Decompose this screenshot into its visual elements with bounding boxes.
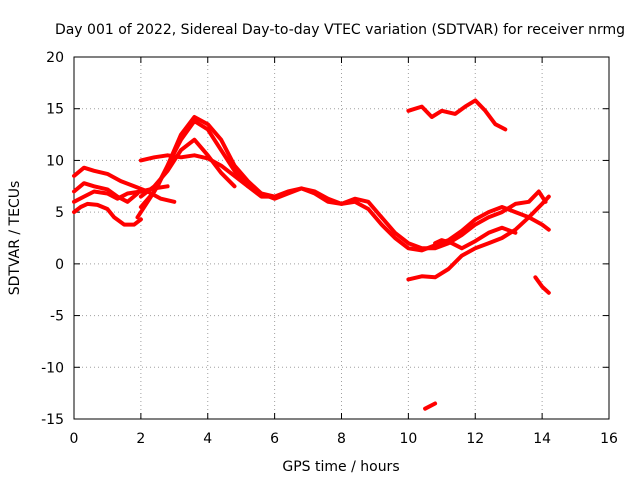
x-tick-label: 6 [270,431,279,447]
x-tick-label: 16 [600,431,618,447]
series-track-9 [406,194,551,282]
chart-title: Day 001 of 2022, Sidereal Day-to-day VTE… [55,22,625,38]
series-track-2 [72,201,143,227]
series-track-12 [533,275,551,295]
grid [74,57,609,419]
y-tick-label: -15 [41,412,64,428]
y-tick-label: 10 [46,153,64,169]
y-tick-label: -10 [41,360,64,376]
y-tick-label: 0 [55,257,64,273]
x-tick-label: 0 [70,431,79,447]
y-tick-label: 20 [46,50,64,66]
x-tick-label: 10 [399,431,417,447]
series-track-5 [135,119,551,253]
x-axis-title: GPS time / hours [282,459,399,475]
series-track-10 [433,225,518,251]
y-tick-label: 5 [55,205,64,221]
x-tick-label: 8 [337,431,346,447]
x-axis-tick-labels: 0 2 4 6 8 10 12 14 16 [70,431,618,447]
x-tick-label: 4 [203,431,212,447]
y-axis-tick-labels: 20 15 10 5 0 -5 -10 -15 [41,50,64,428]
series-track-3 [72,165,177,204]
series-track-13 [423,401,438,411]
series [72,98,551,411]
axis-ticks [73,56,610,420]
series-track-8 [138,137,237,199]
series-track-6 [138,115,548,251]
y-tick-label: -5 [50,309,64,325]
x-tick-label: 12 [466,431,484,447]
x-tick-label: 14 [533,431,551,447]
y-tick-label: 15 [46,102,64,118]
x-tick-label: 2 [136,431,145,447]
y-axis-title: SDTVAR / TECUs [7,181,23,296]
series-track-1 [72,181,140,204]
series-track-11 [406,98,508,132]
